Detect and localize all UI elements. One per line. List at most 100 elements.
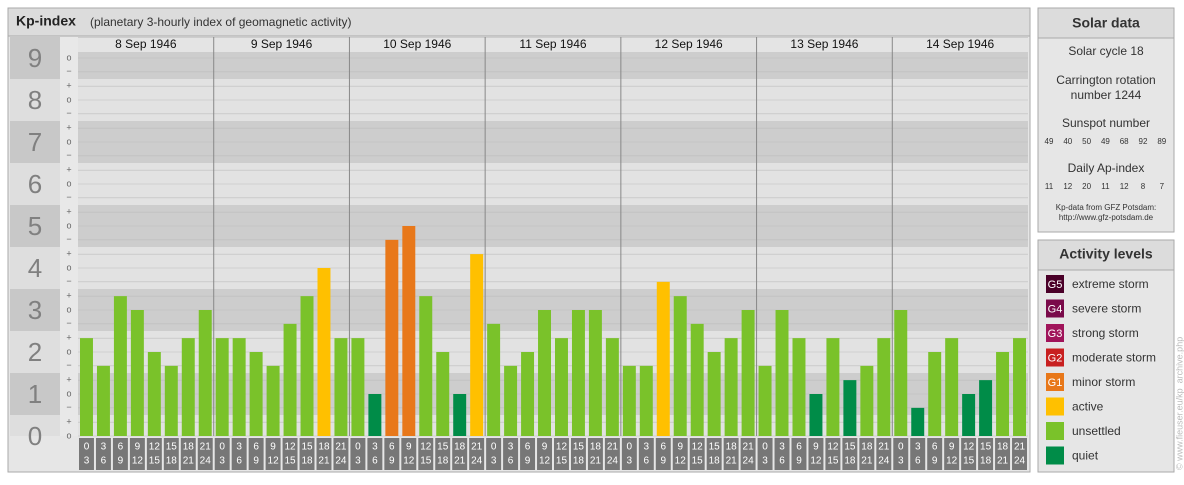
bar (385, 239, 399, 436)
hour-cell (333, 438, 349, 470)
hour-label: 24 (1014, 456, 1026, 467)
bar (894, 310, 908, 436)
hour-label: 6 (915, 456, 921, 467)
source: http://www.gfz-potsdam.de (1059, 213, 1154, 222)
hour-label: 9 (677, 442, 683, 453)
hour-cell (842, 438, 858, 470)
hour-label: 6 (644, 456, 650, 467)
bar (571, 310, 585, 436)
bar (198, 310, 212, 436)
ap-label: Daily Ap-index (1068, 161, 1145, 175)
hour-cell (180, 438, 196, 470)
hour-cell (587, 438, 603, 470)
hour-label: 18 (844, 456, 856, 467)
hour-label: 0 (219, 442, 225, 453)
hour-label: 12 (268, 456, 280, 467)
minor-tick-label: + (66, 375, 71, 385)
bar (266, 365, 280, 436)
minor-tick-label: − (66, 108, 71, 118)
levels-header (1037, 239, 1175, 271)
bar (130, 310, 144, 436)
y-tick-label: 4 (28, 253, 42, 283)
hour-cell (621, 438, 637, 470)
hour-label: 15 (284, 456, 296, 467)
minor-tick-label: − (66, 150, 71, 160)
legend-swatch (1046, 348, 1064, 367)
minor-tick-label: − (66, 360, 71, 370)
ap-value: 20 (1082, 182, 1091, 191)
hour-label: 12 (420, 442, 432, 453)
hour-cell (554, 438, 569, 470)
hour-cell (129, 438, 145, 470)
hour-cell (163, 438, 179, 470)
hour-label: 15 (149, 456, 161, 467)
hour-label: 12 (675, 456, 687, 467)
bar (792, 338, 806, 436)
minor-tick-label: − (66, 402, 71, 412)
hour-cell (961, 438, 977, 470)
hour-cell (944, 438, 960, 470)
hour-cell (537, 438, 552, 470)
hour-label: 15 (692, 456, 704, 467)
bar (555, 338, 568, 436)
hour-label: 6 (525, 442, 531, 453)
solar-header (1037, 7, 1175, 39)
legend-label: strong storm (1072, 326, 1139, 340)
hour-label: 21 (726, 456, 738, 467)
hour-label: 24 (200, 456, 212, 467)
hour-label: 18 (166, 456, 178, 467)
legend-swatch (1046, 397, 1064, 416)
hour-label: 18 (590, 442, 602, 453)
hour-label: 15 (166, 442, 178, 453)
hour-label: 3 (508, 442, 514, 453)
hour-cell (638, 438, 654, 470)
hour-label: 24 (335, 456, 347, 467)
bar (860, 365, 874, 436)
band (10, 205, 60, 247)
hour-label: 12 (827, 442, 839, 453)
bar (996, 352, 1010, 436)
hour-cell (604, 438, 620, 470)
band (10, 163, 60, 205)
y-tick-label: 0 (28, 421, 42, 451)
hour-label: 18 (709, 456, 721, 467)
bar (300, 296, 314, 436)
watermark: © www.fieuser.eu/kp_archive.php (1174, 337, 1184, 470)
bar (1013, 338, 1026, 436)
hour-cell (299, 438, 315, 470)
hour-label: 15 (709, 442, 721, 453)
hour-label: 9 (253, 456, 259, 467)
hour-label: 18 (861, 442, 873, 453)
hour-label: 21 (1014, 442, 1026, 453)
hour-label: 3 (101, 442, 107, 453)
hour-cell (876, 438, 892, 470)
hour-label: 6 (118, 442, 124, 453)
y-tick-label: 9 (28, 43, 42, 73)
hour-cell (112, 438, 128, 470)
hour-cell (689, 438, 705, 470)
minor-tick-label: + (66, 333, 71, 343)
hour-label: 0 (491, 442, 497, 453)
hour-cell (367, 438, 383, 470)
band (10, 37, 60, 79)
legend-code: G1 (1048, 377, 1063, 389)
minor-tick-label: o (66, 346, 71, 356)
bar (911, 407, 925, 436)
minor-tick-label: o (66, 94, 71, 104)
hour-label: 21 (590, 456, 602, 467)
legend-swatch (1046, 324, 1064, 342)
y-tick-label: 2 (28, 337, 42, 367)
hour-cell (927, 438, 943, 470)
minor-column (60, 37, 78, 436)
bar (453, 394, 467, 436)
hour-label: 6 (253, 442, 259, 453)
hour-label: 9 (389, 456, 395, 467)
hour-cell (146, 438, 162, 470)
hour-label: 21 (607, 442, 619, 453)
hour-label: 21 (861, 456, 873, 467)
hour-label: 15 (420, 456, 432, 467)
hour-label: 6 (372, 456, 378, 467)
hour-cell (859, 438, 875, 470)
hour-label: 3 (84, 456, 90, 467)
